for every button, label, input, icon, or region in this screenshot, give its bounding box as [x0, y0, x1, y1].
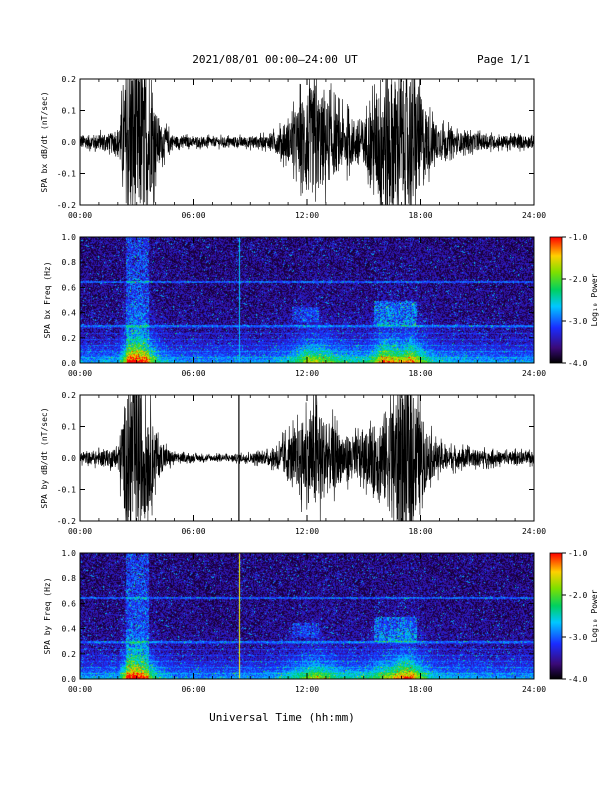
- x-tick-label: 00:00: [68, 369, 92, 378]
- x-tick-label: 00:00: [68, 685, 92, 694]
- y-tick-label: 0.2: [62, 650, 77, 659]
- by-dbdt-trace: [79, 394, 535, 522]
- colorbar-tick-label: -1.0: [568, 549, 587, 558]
- x-tick-label: 24:00: [522, 685, 546, 694]
- bx-dbdt-ylabel: SPA bx dB/dt (nT/sec): [40, 91, 49, 192]
- y-tick-label: 1.0: [62, 233, 77, 242]
- by-colorbar: [549, 552, 563, 680]
- colorbar-tick-label: -1.0: [568, 233, 587, 242]
- by-dbdt-x-ticks: 00:00 06:00 12:00 18:00 24:00: [68, 395, 546, 536]
- y-tick-label: 0.2: [62, 334, 77, 343]
- y-tick-label: 0.0: [62, 454, 77, 463]
- by-colorbar-label: Log₁₀ Power: [590, 589, 599, 642]
- y-tick-label: 0.8: [62, 258, 77, 267]
- x-axis-title: Universal Time (hh:mm): [209, 711, 355, 724]
- bx-dbdt-x-ticks: 00:00 06:00 12:00 18:00 24:00: [68, 79, 546, 220]
- y-tick-label: -0.1: [57, 486, 76, 495]
- colorbar-tick-label: -2.0: [568, 275, 587, 284]
- y-tick-label: 0.2: [62, 391, 77, 400]
- x-tick-label: 24:00: [522, 369, 546, 378]
- bx-colorbar-label: Log₁₀ Power: [590, 273, 599, 326]
- bx-colorbar-ticks: -1.0 -2.0 -3.0 -4.0: [562, 233, 587, 368]
- by-dbdt-ylabel: SPA by dB/dt (nT/sec): [40, 407, 49, 508]
- bx-dbdt-y-ticks: 0.2 0.1 0.0 -0.1 -0.2: [57, 75, 534, 210]
- x-tick-label: 12:00: [295, 527, 319, 536]
- y-tick-label: -0.2: [57, 517, 76, 526]
- x-tick-label: 06:00: [181, 527, 205, 536]
- colorbar-tick-label: -4.0: [568, 359, 587, 368]
- header-page: Page 1/1: [477, 53, 530, 66]
- by-colorbar-ticks: -1.0 -2.0 -3.0 -4.0: [562, 549, 587, 684]
- x-tick-label: 06:00: [181, 211, 205, 220]
- x-tick-label: 24:00: [522, 527, 546, 536]
- y-tick-label: 0.0: [62, 359, 77, 368]
- bx-spectrogram-y-ticks: 1.0 0.8 0.6 0.4 0.2 0.0: [62, 233, 534, 368]
- x-tick-label: 18:00: [408, 685, 432, 694]
- x-tick-label: 18:00: [408, 369, 432, 378]
- bx-spectrogram-ylabel: SPA bx Freq (Hz): [43, 261, 52, 338]
- by-spectrogram-x-ticks: 00:00 06:00 12:00 18:00 24:00: [68, 553, 546, 694]
- dbdt-series-line: [79, 78, 535, 206]
- bx-colorbar: [549, 236, 563, 364]
- x-tick-label: 00:00: [68, 527, 92, 536]
- by-spectrogram-image: [80, 553, 534, 679]
- bx-spectrogram-image: [80, 237, 534, 363]
- x-tick-label: 00:00: [68, 211, 92, 220]
- bx-spectrogram-x-ticks: 00:00 06:00 12:00 18:00 24:00: [68, 237, 546, 378]
- colorbar-tick-label: -3.0: [568, 633, 587, 642]
- y-tick-label: 0.6: [62, 283, 77, 292]
- y-tick-label: 0.1: [62, 107, 77, 116]
- y-tick-label: 1.0: [62, 549, 77, 558]
- y-tick-label: 0.0: [62, 675, 77, 684]
- y-tick-label: -0.2: [57, 201, 76, 210]
- x-tick-label: 12:00: [295, 685, 319, 694]
- x-tick-label: 18:00: [408, 527, 432, 536]
- y-tick-label: 0.8: [62, 574, 77, 583]
- y-tick-label: 0.6: [62, 599, 77, 608]
- y-tick-label: 0.4: [62, 309, 77, 318]
- y-tick-label: 0.2: [62, 75, 77, 84]
- colorbar-tick-label: -4.0: [568, 675, 587, 684]
- x-tick-label: 06:00: [181, 369, 205, 378]
- y-tick-label: 0.0: [62, 138, 77, 147]
- y-tick-label: 0.1: [62, 423, 77, 432]
- x-tick-label: 12:00: [295, 211, 319, 220]
- header-date-range: 2021/08/01 00:00–24:00 UT: [192, 53, 358, 66]
- colorbar-tick-label: -3.0: [568, 317, 587, 326]
- x-tick-label: 12:00: [295, 369, 319, 378]
- y-tick-label: -0.1: [57, 170, 76, 179]
- y-tick-label: 0.4: [62, 625, 77, 634]
- colorbar-tick-label: -2.0: [568, 591, 587, 600]
- by-spectrogram-y-ticks: 1.0 0.8 0.6 0.4 0.2 0.0: [62, 549, 534, 684]
- dbdt-series-line: [79, 394, 535, 522]
- x-tick-label: 24:00: [522, 211, 546, 220]
- x-tick-label: 06:00: [181, 685, 205, 694]
- panel-by-dbdt: 0.2 0.1 0.0 -0.1 -0.2 00:00 06:00 12:00 18:00 24…: [40, 391, 546, 536]
- x-tick-label: 18:00: [408, 211, 432, 220]
- panel-bx-spectrogram: 1.0 0.8 0.6 0.4 0.2 0.0 00:00 06:00 12:00 18:00 2…: [43, 233, 599, 378]
- panel-by-spectrogram: 1.0 0.8 0.6 0.4 0.2 0.0 00:00 06:00 12:00 18:00 2…: [43, 549, 599, 694]
- by-dbdt-y-ticks: 0.2 0.1 0.0 -0.1 -0.2: [57, 391, 534, 526]
- bx-dbdt-trace: [79, 78, 535, 206]
- by-spectrogram-ylabel: SPA by Freq (Hz): [43, 577, 52, 654]
- panel-bx-dbdt: 0.2 0.1 0.0 -0.1 -0.2 00:00 06:00 12:00 18:00 24…: [40, 75, 546, 220]
